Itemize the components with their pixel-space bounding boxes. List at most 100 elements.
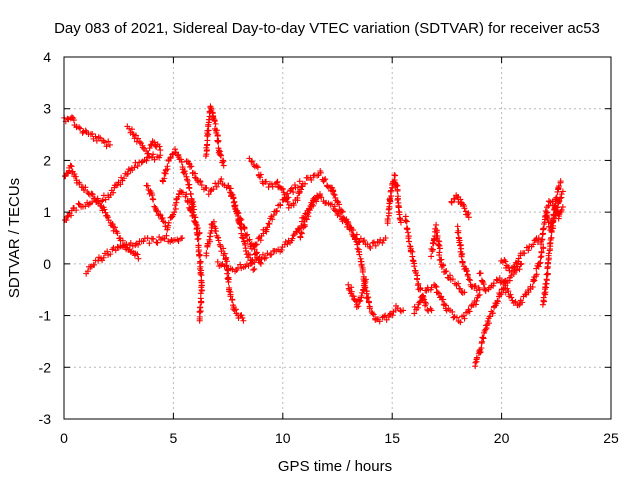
data-point xyxy=(138,159,145,166)
data-point xyxy=(402,217,409,224)
data-point xyxy=(490,280,497,287)
data-point xyxy=(540,226,547,233)
axis-ticks: 0 5 10 15 20 25 -3 -2 -1 0 1 2 3 4 xyxy=(39,49,619,446)
data-point xyxy=(223,263,230,270)
data-point xyxy=(477,270,484,277)
data-point xyxy=(330,187,337,194)
y-tick-label: -1 xyxy=(39,308,52,324)
data-point xyxy=(540,245,547,252)
data-point xyxy=(134,163,141,170)
data-point xyxy=(538,248,545,255)
data-point xyxy=(310,202,317,209)
data-point xyxy=(65,170,72,177)
data-point xyxy=(150,196,157,203)
data-point xyxy=(540,294,547,301)
data-point xyxy=(542,291,549,298)
data-points xyxy=(61,103,566,370)
data-point xyxy=(379,239,386,246)
data-point xyxy=(424,306,431,313)
data-point xyxy=(290,189,297,196)
data-point xyxy=(91,261,98,268)
series-arc-7 xyxy=(159,146,205,324)
data-point xyxy=(290,202,297,209)
data-point xyxy=(474,354,481,361)
data-point xyxy=(505,288,512,295)
data-point xyxy=(361,280,368,287)
series-arc-9 xyxy=(202,103,227,169)
data-point xyxy=(257,259,264,266)
data-point xyxy=(246,236,253,243)
data-point xyxy=(289,235,296,242)
data-point xyxy=(157,152,164,159)
data-point xyxy=(435,290,442,297)
data-point xyxy=(301,180,308,187)
data-point xyxy=(67,162,74,169)
data-point xyxy=(317,169,324,176)
data-point xyxy=(298,229,305,236)
data-point xyxy=(210,186,217,193)
data-point xyxy=(273,207,280,214)
data-point xyxy=(240,317,247,324)
data-point xyxy=(340,215,347,222)
data-point xyxy=(457,319,464,326)
data-point xyxy=(404,229,411,236)
data-point xyxy=(436,249,443,256)
series-arc-4 xyxy=(83,232,186,277)
data-point xyxy=(82,184,89,191)
data-point xyxy=(231,307,238,314)
series-arc-13 xyxy=(214,191,323,275)
data-point xyxy=(229,296,236,303)
data-point xyxy=(227,185,234,192)
data-point xyxy=(150,151,157,158)
data-point xyxy=(241,225,248,232)
data-point xyxy=(512,298,519,305)
data-point xyxy=(114,230,121,237)
data-point xyxy=(247,260,254,267)
data-point xyxy=(511,263,518,270)
data-point xyxy=(476,286,483,293)
series-arc-2 xyxy=(62,162,142,262)
data-point xyxy=(547,239,554,246)
data-point xyxy=(107,251,114,258)
data-point xyxy=(145,150,152,157)
data-point xyxy=(101,139,108,146)
data-point xyxy=(458,253,465,260)
data-point xyxy=(363,288,370,295)
series-arc-20 xyxy=(411,281,483,326)
data-point xyxy=(186,163,193,170)
data-point xyxy=(257,171,264,178)
data-point xyxy=(406,238,413,245)
data-point xyxy=(205,191,212,198)
data-point xyxy=(458,245,465,252)
data-point xyxy=(159,214,166,221)
data-point xyxy=(331,192,338,199)
data-point xyxy=(502,258,509,265)
data-point xyxy=(417,286,424,293)
data-point xyxy=(164,163,171,170)
data-point xyxy=(389,312,396,319)
data-point xyxy=(388,193,395,200)
data-point xyxy=(513,267,520,274)
series-arc-17 xyxy=(345,276,369,310)
data-point xyxy=(187,191,194,198)
data-point xyxy=(106,141,113,148)
data-point xyxy=(144,182,151,189)
data-point xyxy=(139,144,146,151)
data-point xyxy=(337,213,344,220)
chart-title: Day 083 of 2021, Sidereal Day-to-day VTE… xyxy=(54,20,600,37)
x-tick-label: 10 xyxy=(275,430,291,446)
data-point xyxy=(206,233,213,240)
data-point xyxy=(496,275,503,282)
data-point xyxy=(240,235,247,242)
series-arc-21 xyxy=(428,221,468,296)
data-point xyxy=(465,214,472,221)
data-point xyxy=(266,220,273,227)
data-point xyxy=(73,207,80,214)
data-point xyxy=(136,138,143,145)
data-point xyxy=(135,255,142,262)
data-point xyxy=(545,250,552,257)
data-point xyxy=(197,258,204,265)
data-point xyxy=(134,135,141,142)
data-point xyxy=(297,234,304,241)
data-point xyxy=(355,239,362,246)
